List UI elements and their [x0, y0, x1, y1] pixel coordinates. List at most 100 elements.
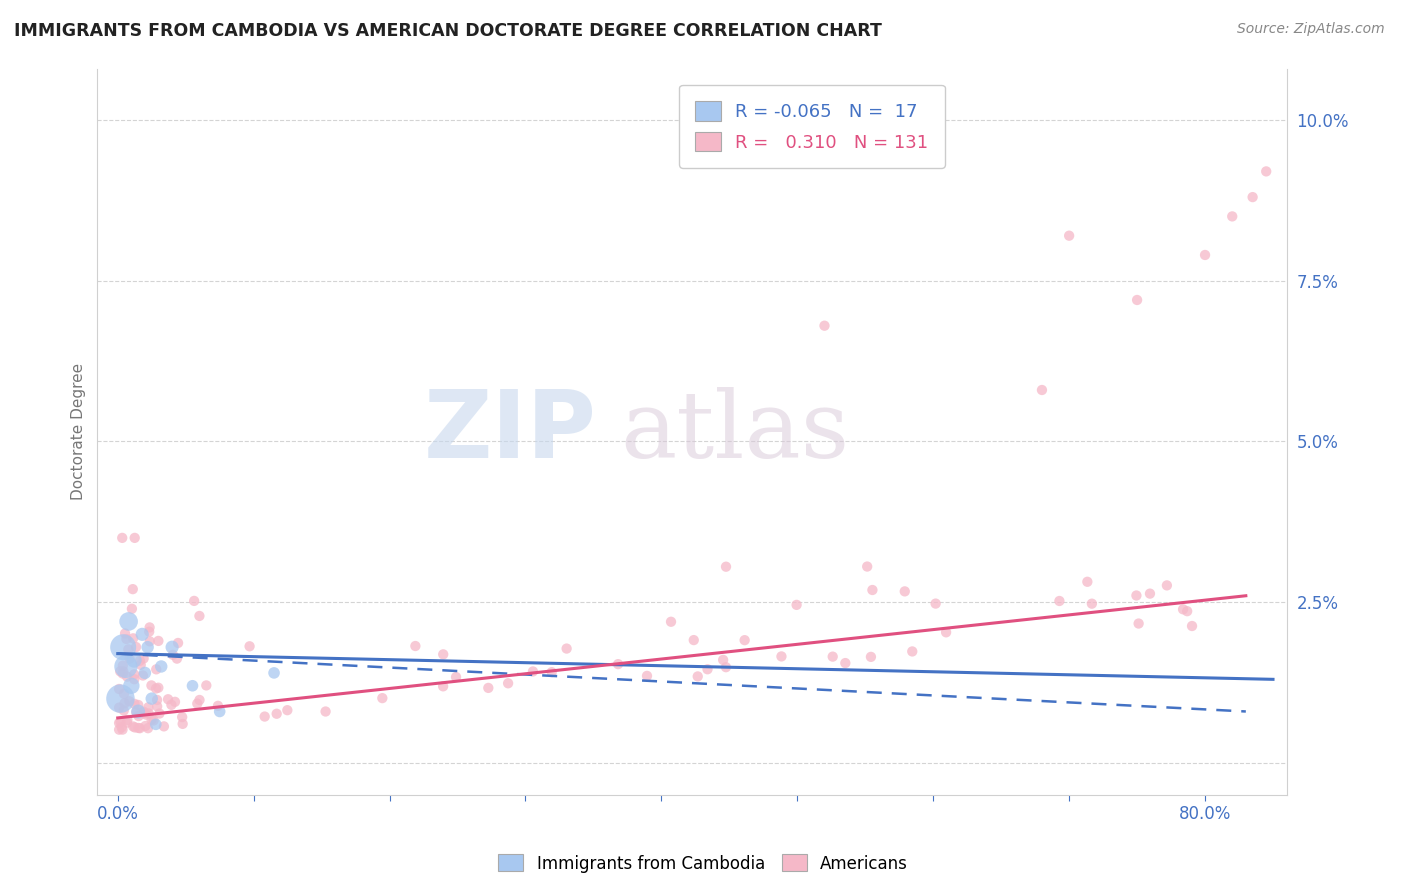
- Point: [118, 651, 141, 665]
- Point: [1076, 574, 1098, 589]
- Point: [117, 615, 139, 629]
- Point: [142, 714, 165, 728]
- Point: [166, 651, 188, 665]
- Point: [111, 531, 134, 545]
- Point: [129, 657, 152, 672]
- Point: [432, 679, 454, 693]
- Point: [696, 662, 718, 676]
- Point: [132, 706, 155, 720]
- Point: [1125, 589, 1147, 603]
- Point: [276, 703, 298, 717]
- Point: [138, 624, 160, 639]
- Point: [172, 710, 194, 724]
- Point: [208, 705, 231, 719]
- Point: [682, 633, 704, 648]
- Point: [834, 656, 856, 670]
- Point: [134, 719, 156, 733]
- Point: [115, 715, 138, 730]
- Point: [404, 639, 426, 653]
- Point: [813, 318, 835, 333]
- Point: [124, 697, 146, 711]
- Point: [114, 626, 136, 640]
- Point: [138, 706, 160, 721]
- Point: [172, 717, 194, 731]
- Point: [110, 714, 132, 729]
- Point: [821, 649, 844, 664]
- Point: [432, 648, 454, 662]
- Point: [117, 713, 139, 727]
- Point: [122, 653, 145, 667]
- Point: [1194, 248, 1216, 262]
- Point: [141, 691, 163, 706]
- Text: ZIP: ZIP: [425, 386, 596, 478]
- Point: [1128, 616, 1150, 631]
- Point: [146, 699, 169, 714]
- Point: [114, 696, 136, 710]
- Legend: Immigrants from Cambodia, Americans: Immigrants from Cambodia, Americans: [492, 847, 914, 880]
- Point: [686, 669, 709, 683]
- Point: [136, 640, 159, 655]
- Point: [856, 559, 879, 574]
- Point: [859, 649, 882, 664]
- Point: [121, 582, 143, 596]
- Point: [711, 653, 734, 667]
- Point: [522, 665, 544, 679]
- Point: [160, 698, 183, 712]
- Point: [770, 649, 793, 664]
- Point: [183, 594, 205, 608]
- Point: [139, 634, 162, 648]
- Point: [607, 657, 630, 672]
- Point: [115, 670, 138, 684]
- Point: [118, 694, 141, 708]
- Point: [496, 676, 519, 690]
- Point: [112, 687, 135, 701]
- Point: [129, 654, 152, 668]
- Point: [1171, 602, 1194, 616]
- Point: [894, 584, 917, 599]
- Legend: R = -0.065   N =  17, R =   0.310   N = 131: R = -0.065 N = 17, R = 0.310 N = 131: [679, 85, 945, 168]
- Point: [253, 709, 276, 723]
- Point: [160, 640, 183, 655]
- Point: [112, 640, 135, 655]
- Point: [146, 693, 169, 707]
- Point: [135, 707, 157, 722]
- Point: [127, 698, 149, 712]
- Point: [1175, 604, 1198, 618]
- Point: [122, 667, 145, 681]
- Point: [125, 705, 148, 719]
- Point: [157, 692, 180, 706]
- Point: [111, 666, 134, 681]
- Point: [110, 691, 132, 706]
- Point: [188, 609, 211, 624]
- Point: [1181, 619, 1204, 633]
- Point: [138, 620, 160, 634]
- Point: [163, 695, 186, 709]
- Point: [935, 625, 957, 640]
- Point: [153, 719, 176, 733]
- Point: [1139, 587, 1161, 601]
- Point: [145, 717, 167, 731]
- Point: [141, 713, 163, 727]
- Point: [636, 669, 658, 683]
- Point: [1256, 164, 1278, 178]
- Point: [540, 665, 562, 680]
- Point: [122, 719, 145, 733]
- Point: [239, 640, 262, 654]
- Point: [127, 705, 149, 719]
- Point: [125, 640, 148, 654]
- Point: [120, 679, 142, 693]
- Point: [148, 634, 170, 648]
- Point: [555, 641, 578, 656]
- Point: [121, 601, 143, 615]
- Point: [115, 632, 138, 646]
- Point: [111, 720, 134, 734]
- Point: [901, 644, 924, 658]
- Point: [145, 681, 167, 696]
- Text: Source: ZipAtlas.com: Source: ZipAtlas.com: [1237, 22, 1385, 37]
- Point: [134, 665, 156, 680]
- Point: [714, 660, 737, 674]
- Point: [150, 659, 173, 673]
- Point: [124, 672, 146, 686]
- Point: [108, 681, 131, 696]
- Point: [111, 723, 134, 737]
